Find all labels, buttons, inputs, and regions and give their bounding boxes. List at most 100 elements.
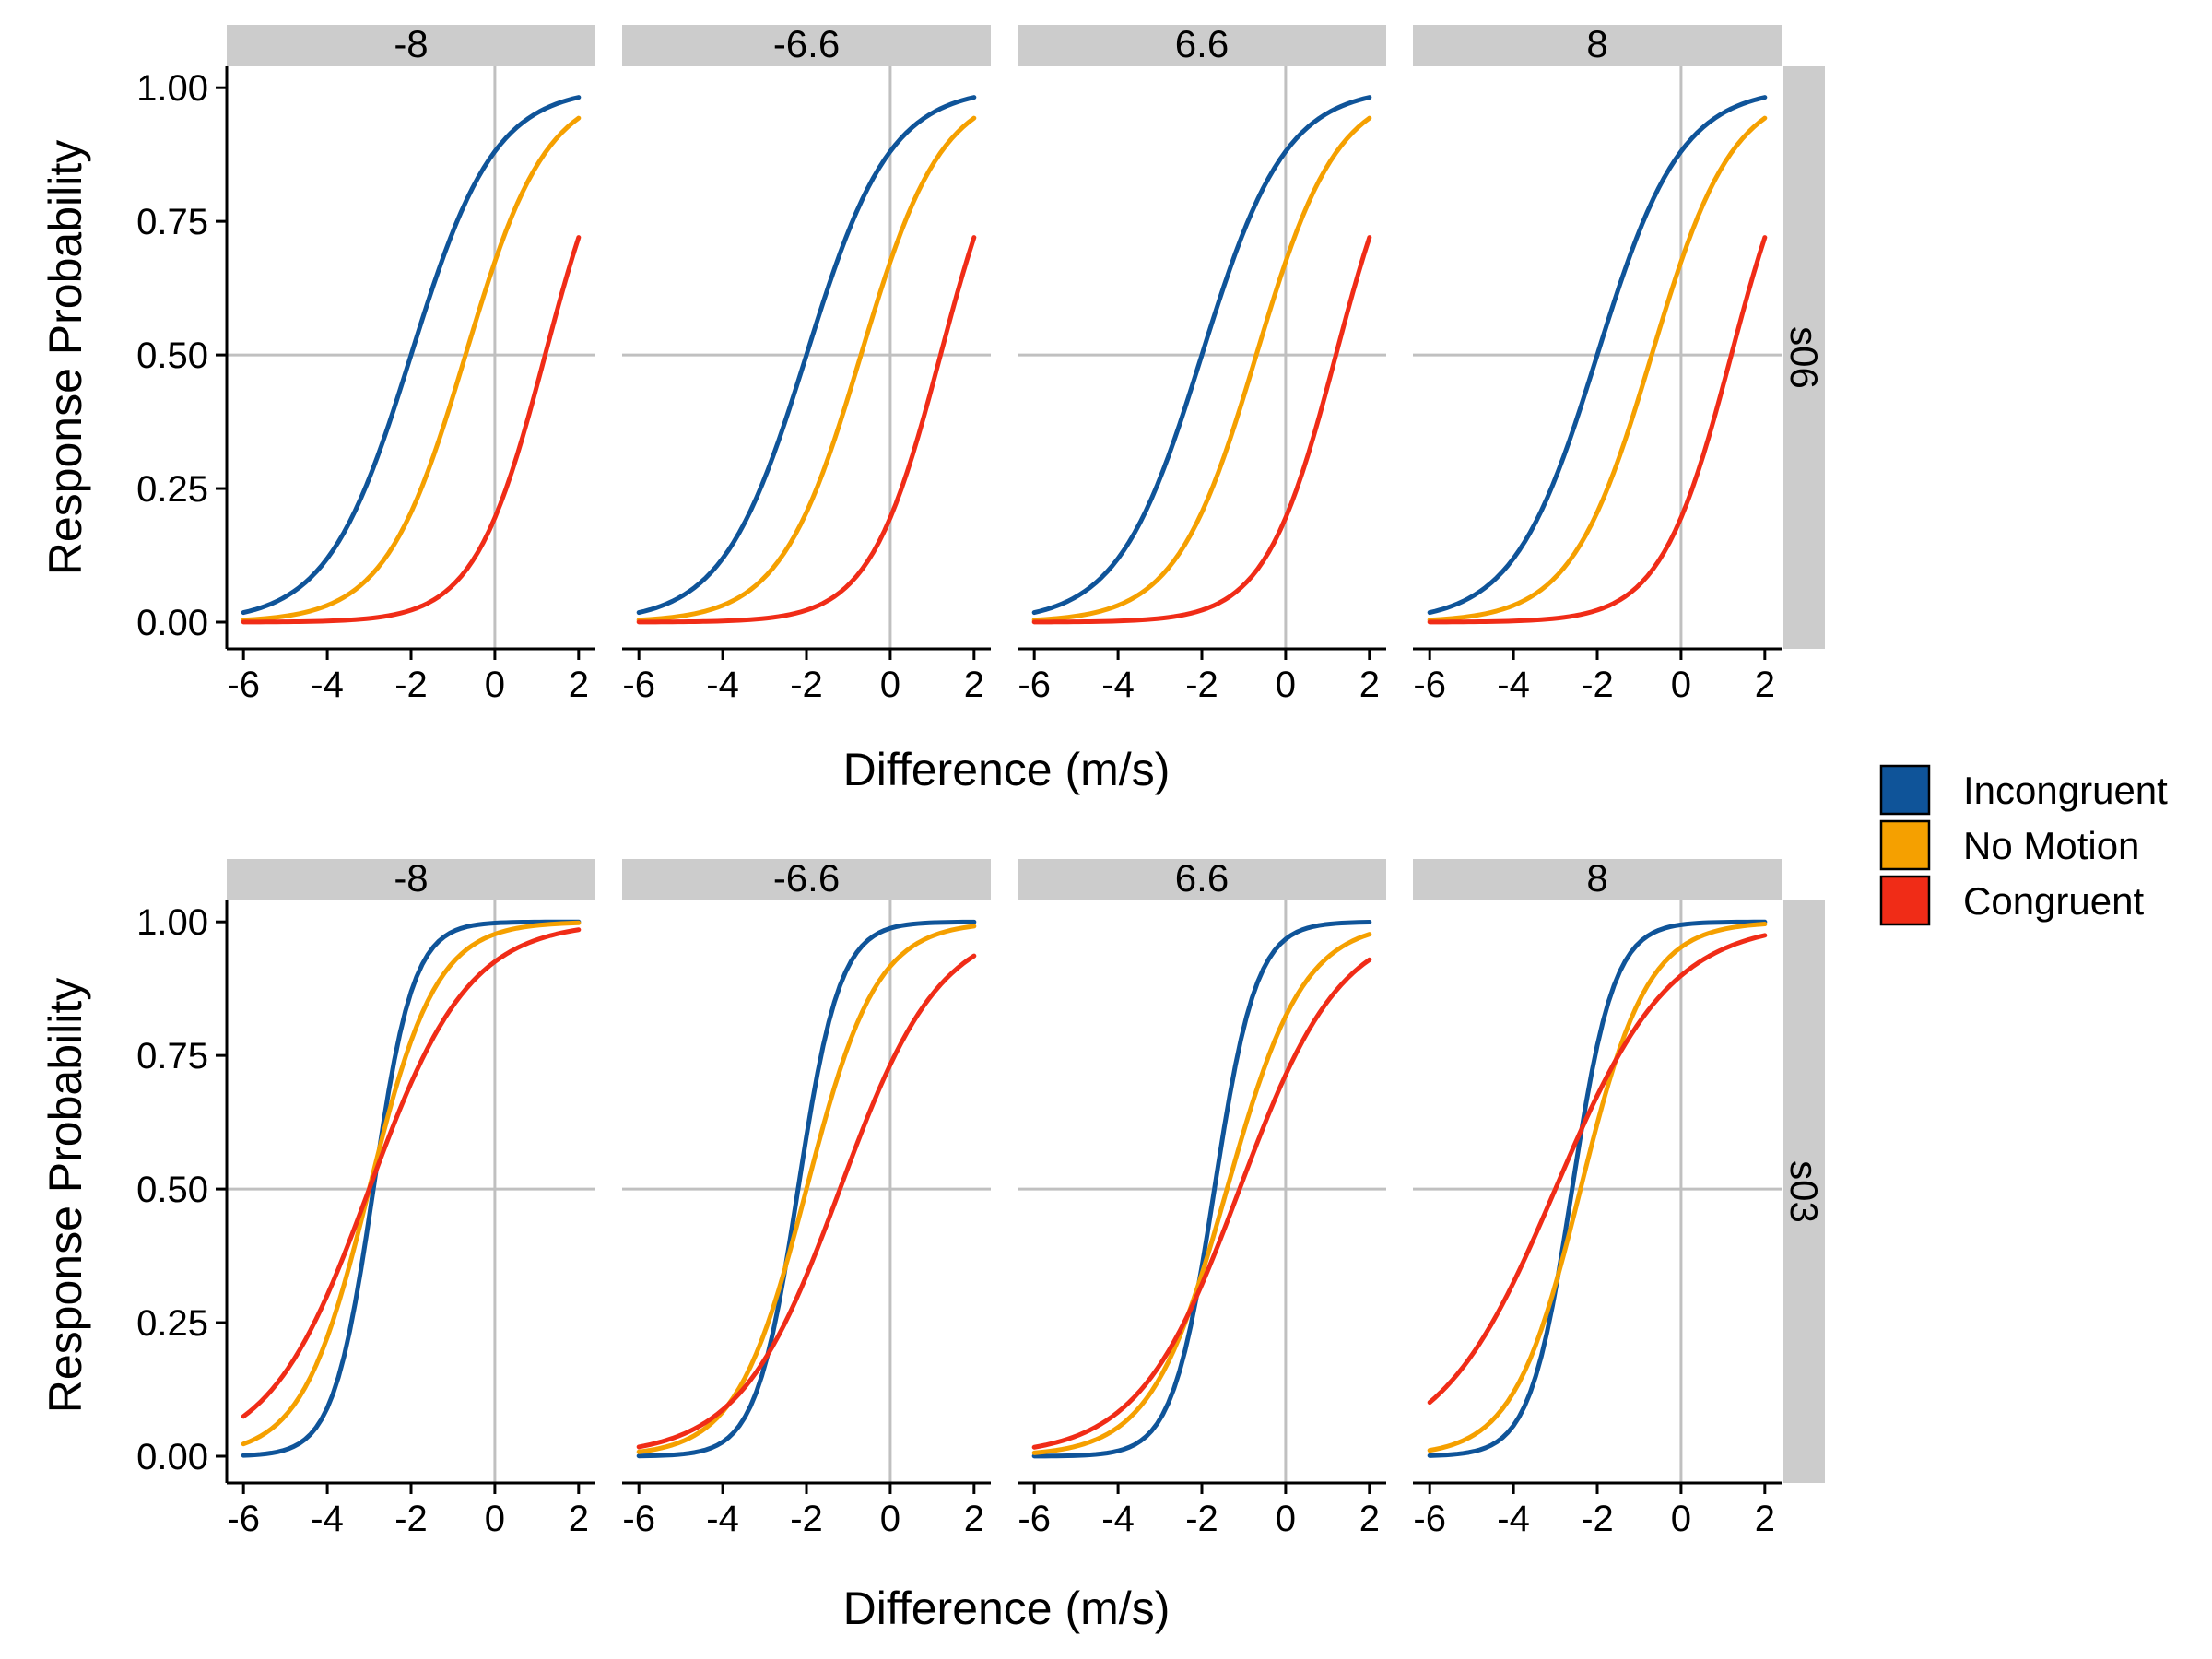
column-strip <box>622 859 991 900</box>
x-tick-label: 2 <box>964 1499 984 1539</box>
curve-no-motion <box>636 924 977 1454</box>
x-tick-label: -4 <box>706 665 739 705</box>
legend: Incongruent No Motion Congruent <box>1879 764 2168 926</box>
column-strip <box>622 25 991 66</box>
y-tick-label: 0.75 <box>136 1036 208 1077</box>
x-tick-label: -4 <box>311 1499 344 1539</box>
curve-congruent <box>1031 957 1372 1450</box>
legend-label-incongruent: Incongruent <box>1963 769 2168 812</box>
x-tick-label: 0 <box>880 665 900 705</box>
panel-s06-col-2: -6.6 -6 -4 -2 0 2 <box>622 22 991 705</box>
y-tick-label: 0.25 <box>136 1303 208 1344</box>
row-strip-label: s06 <box>1783 326 1826 389</box>
x-tick-label: 2 <box>1359 665 1380 705</box>
x-tick-label: 2 <box>964 665 984 705</box>
column-strip-label: 6.6 <box>1175 856 1229 900</box>
x-tick-label: -2 <box>790 665 823 705</box>
x-tick-label: -6 <box>1413 1499 1446 1539</box>
facet-panels: -8 -6 -4 -2 0 2 0.00 0.25 0.50 0.75 1.00 -6.6 -6 -4 -2… <box>136 22 1826 1539</box>
x-tick-label: -6 <box>622 1499 655 1539</box>
legend-swatch-no-motion <box>1879 819 1931 871</box>
x-tick-label: 2 <box>569 665 589 705</box>
legend-swatch-incongruent <box>1879 764 1931 816</box>
panel-s06-col-3: 6.6 -6 -4 -2 0 2 <box>1018 22 1386 705</box>
x-tick-label: -6 <box>1018 665 1051 705</box>
x-axis-title-s06: Difference (m/s) <box>843 744 1171 795</box>
x-tick-label: -4 <box>1101 665 1135 705</box>
row-strip-label: s03 <box>1783 1160 1826 1223</box>
x-tick-label: -4 <box>1101 1499 1135 1539</box>
x-tick-label: -2 <box>1581 665 1614 705</box>
x-axis-title-s03: Difference (m/s) <box>843 1583 1171 1634</box>
x-tick-label: -2 <box>1185 1499 1218 1539</box>
column-strip <box>227 25 595 66</box>
x-tick-label: -4 <box>1497 665 1530 705</box>
x-tick-label: 0 <box>1276 665 1296 705</box>
panel-s03-col-4: 8 -6 -4 -2 0 2 <box>1413 856 1782 1539</box>
curve-incongruent <box>1427 95 1768 616</box>
x-tick-label: 0 <box>485 1499 505 1539</box>
column-strip-label: 6.6 <box>1175 22 1229 65</box>
curve-incongruent <box>241 95 582 616</box>
axis-labels: Difference (m/s) Difference (m/s) Respon… <box>40 140 1170 1634</box>
legend-label-no-motion: No Motion <box>1963 824 2139 867</box>
curve-no-motion <box>1031 932 1372 1455</box>
column-strip-label: 8 <box>1586 856 1607 900</box>
y-tick-label: 0.75 <box>136 202 208 242</box>
x-tick-label: 0 <box>1671 665 1691 705</box>
row-strip-s03: s03 <box>1783 900 1826 1483</box>
y-axis-title-s06: Response Probability <box>40 140 91 576</box>
column-strip <box>1018 25 1386 66</box>
curve-incongruent <box>636 919 977 1459</box>
y-tick-label: 1.00 <box>136 68 208 109</box>
column-strip <box>1018 859 1386 900</box>
column-strip <box>227 859 595 900</box>
legend-label-congruent: Congruent <box>1963 879 2144 923</box>
curve-incongruent <box>1427 919 1768 1458</box>
x-tick-label: -2 <box>1185 665 1218 705</box>
column-strip-label: -6.6 <box>773 856 840 900</box>
row-strip <box>1783 66 1825 649</box>
y-tick-label: 0.25 <box>136 469 208 510</box>
curve-congruent <box>636 953 977 1450</box>
column-strip <box>1413 859 1782 900</box>
x-tick-label: -4 <box>311 665 344 705</box>
panel-s03-col-1: -8 -6 -4 -2 0 2 0.00 0.25 0.50 0.75 1.00 <box>136 856 595 1539</box>
x-tick-label: -2 <box>1581 1499 1614 1539</box>
x-tick-label: -2 <box>394 665 428 705</box>
x-tick-label: -4 <box>706 1499 739 1539</box>
curve-congruent <box>1427 235 1768 625</box>
panel-s03-col-2: -6.6 -6 -4 -2 0 2 <box>622 856 991 1539</box>
curve-no-motion <box>1427 922 1768 1453</box>
legend-swatch-congruent <box>1879 875 1931 926</box>
x-tick-label: -6 <box>622 665 655 705</box>
y-tick-label: 1.00 <box>136 902 208 943</box>
curve-no-motion <box>1031 115 1372 623</box>
y-tick-label: 0.00 <box>136 603 208 643</box>
curve-congruent <box>1427 933 1768 1406</box>
column-strip-label: -8 <box>394 22 428 65</box>
x-tick-label: -6 <box>1413 665 1446 705</box>
x-tick-label: 0 <box>1276 1499 1296 1539</box>
x-tick-label: 2 <box>569 1499 589 1539</box>
panel-s03-col-3: 6.6 -6 -4 -2 0 2 <box>1018 856 1386 1539</box>
panel-s06-col-4: 8 -6 -4 -2 0 2 <box>1413 22 1782 705</box>
curve-incongruent <box>1031 95 1372 616</box>
y-axis-title-s03: Response Probability <box>40 978 91 1414</box>
column-strip <box>1413 25 1782 66</box>
curve-no-motion <box>1427 115 1768 623</box>
curve-congruent <box>1031 235 1372 625</box>
column-strip-label: -8 <box>394 856 428 900</box>
row-strip <box>1783 900 1825 1483</box>
curve-incongruent <box>636 95 977 616</box>
column-strip-label: 8 <box>1586 22 1607 65</box>
curve-no-motion <box>241 920 582 1447</box>
panel-s06-col-1: -8 -6 -4 -2 0 2 0.00 0.25 0.50 0.75 1.00 <box>136 22 595 705</box>
x-tick-label: 2 <box>1755 665 1775 705</box>
x-tick-label: 0 <box>485 665 505 705</box>
x-tick-label: -2 <box>790 1499 823 1539</box>
y-tick-label: 0.50 <box>136 335 208 376</box>
x-tick-label: -6 <box>227 1499 260 1539</box>
x-tick-label: -6 <box>1018 1499 1051 1539</box>
curve-no-motion <box>636 115 977 623</box>
